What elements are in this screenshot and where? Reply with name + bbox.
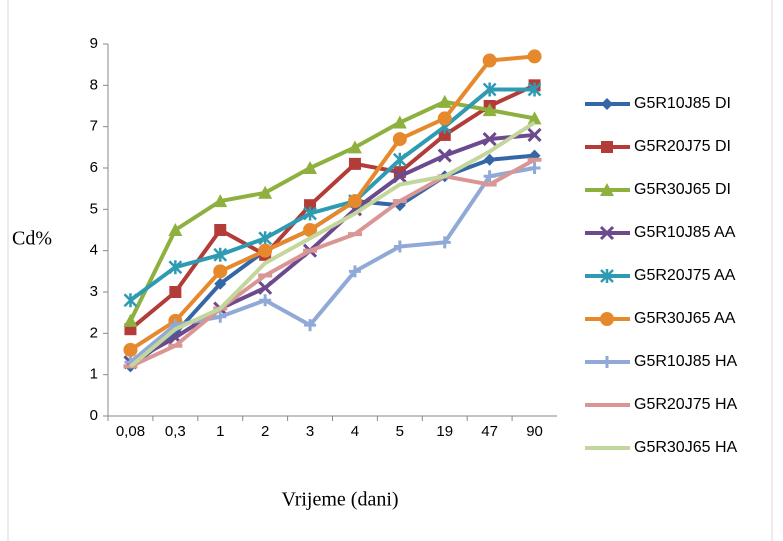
- legend-label: G5R20J75 HA: [634, 396, 737, 413]
- data-point: [168, 260, 183, 275]
- data-point: [168, 223, 183, 236]
- data-point: [482, 53, 497, 68]
- data-point: [214, 310, 227, 323]
- data-point: [437, 94, 452, 108]
- data-point: [303, 206, 317, 221]
- legend-label: G5R30J65 DI: [634, 181, 731, 198]
- legend-label: G5R10J85 HA: [634, 353, 737, 370]
- legend-marker: [601, 356, 613, 368]
- legend-marker: [601, 141, 613, 153]
- x-tick-label: 3: [306, 423, 314, 440]
- series-line: [129, 120, 536, 368]
- data-point: [482, 82, 497, 97]
- x-tick-label: 1: [216, 423, 224, 440]
- data-point: [304, 199, 317, 212]
- data-point: [393, 240, 406, 253]
- y-tick-label: 1: [90, 366, 98, 383]
- y-tick-label: 0: [90, 407, 98, 424]
- data-point: [392, 169, 407, 184]
- x-tick-label: 2: [261, 423, 269, 440]
- data-point: [527, 49, 542, 64]
- data-point: [123, 313, 138, 327]
- legend-marker: [599, 225, 615, 241]
- data-point: [437, 111, 452, 126]
- legend-marker: [601, 98, 613, 110]
- data-point: [347, 194, 362, 209]
- data-point: [483, 153, 496, 166]
- data-point: [303, 161, 318, 174]
- legend-label: G5R10J85 AA: [634, 224, 736, 241]
- x-tick-label: 19: [436, 423, 453, 440]
- data-point: [392, 115, 407, 129]
- y-tick-label: 9: [90, 35, 98, 52]
- data-point: [259, 294, 272, 307]
- legend-marker: [600, 183, 614, 196]
- x-axis-title: Vrijeme (dani): [281, 489, 398, 511]
- y-axis-title: Cd%: [12, 228, 52, 250]
- x-tick-label: 5: [396, 423, 404, 440]
- legend-label: G5R30J65 HA: [634, 439, 737, 456]
- data-point: [214, 277, 227, 290]
- y-tick-label: 3: [90, 283, 98, 300]
- series-line: [129, 87, 535, 302]
- data-point: [482, 103, 497, 117]
- data-point: [304, 319, 317, 332]
- x-tick-label: 0,08: [116, 423, 145, 440]
- x-tick-label: 47: [481, 423, 498, 440]
- y-tick-label: 7: [90, 118, 98, 135]
- data-point: [527, 111, 542, 125]
- legend-label: G5R20J75 AA: [634, 267, 736, 284]
- legend-label: G5R10J85 DI: [634, 95, 731, 112]
- data-point: [438, 236, 451, 249]
- series-line: [129, 132, 535, 365]
- data-point: [258, 231, 273, 246]
- data-point: [482, 132, 497, 147]
- data-point: [213, 247, 228, 262]
- data-point: [392, 152, 407, 167]
- legend-label: G5R30J65 AA: [634, 310, 736, 327]
- data-point: [348, 157, 361, 170]
- data-point: [527, 82, 542, 97]
- data-point: [123, 293, 138, 308]
- x-tick-label: 4: [351, 423, 359, 440]
- y-tick-label: 8: [90, 76, 98, 93]
- data-point: [213, 264, 228, 279]
- x-tick-label: 90: [526, 423, 543, 440]
- y-tick-label: 2: [90, 324, 98, 341]
- legend-marker: [600, 312, 614, 326]
- data-point: [437, 148, 452, 163]
- data-point: [348, 265, 361, 278]
- y-tick-label: 6: [90, 159, 98, 176]
- data-point: [483, 170, 496, 183]
- data-point: [438, 128, 451, 141]
- data-point: [392, 132, 407, 147]
- y-tick-label: 5: [90, 200, 98, 217]
- data-point: [347, 140, 362, 154]
- data-point: [123, 342, 138, 357]
- series-line: [129, 54, 535, 352]
- data-point: [303, 223, 318, 237]
- data-point: [169, 286, 182, 298]
- y-tick-label: 4: [90, 242, 98, 259]
- legend-label: G5R20J75 DI: [634, 138, 731, 155]
- data-point: [527, 127, 542, 142]
- data-point: [528, 162, 541, 174]
- data-point: [214, 224, 227, 236]
- data-point: [258, 185, 273, 199]
- data-point: [258, 243, 273, 258]
- x-tick-label: 0,3: [165, 423, 186, 440]
- series-line: [129, 157, 536, 369]
- data-point: [213, 194, 228, 208]
- data-point: [258, 280, 273, 295]
- legend-marker: [600, 269, 614, 283]
